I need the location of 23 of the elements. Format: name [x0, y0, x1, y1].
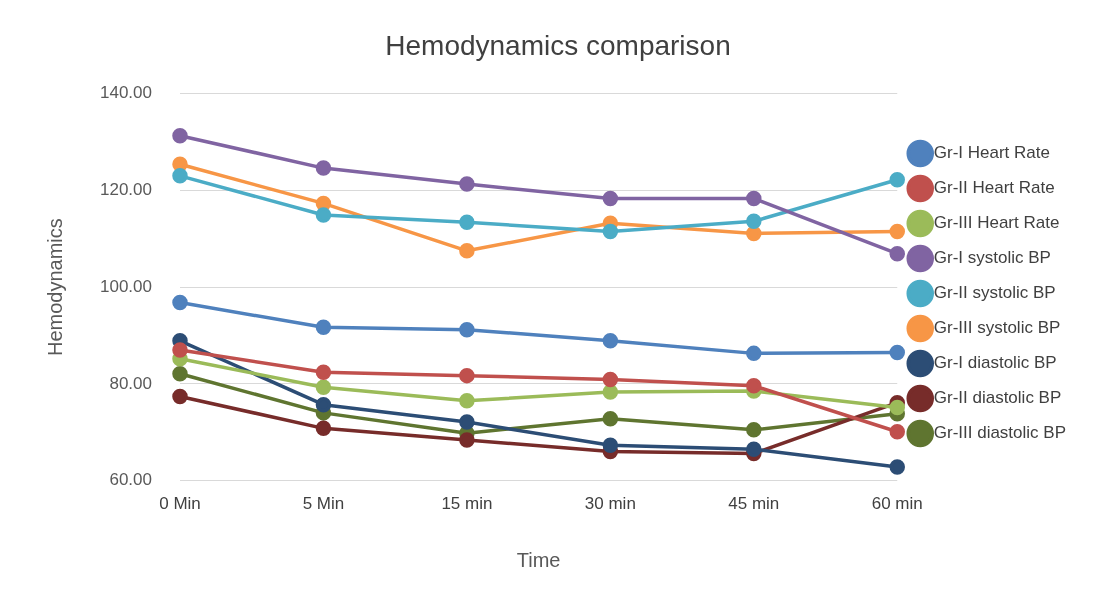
- legend-label: Gr-I Heart Rate: [933, 143, 1050, 163]
- y-tick-label: 80.00: [109, 373, 152, 393]
- y-tick-label: 120.00: [100, 180, 152, 200]
- legend-label: Gr-III systolic BP: [933, 318, 1061, 338]
- y-tick-label: 100.00: [100, 276, 152, 296]
- y-axis-title: Hemodynamics: [43, 218, 66, 357]
- x-axis-title: Time: [516, 548, 561, 571]
- legend-label: Gr-III Heart Rate: [933, 213, 1060, 233]
- x-tick-label: 45 min: [728, 494, 780, 514]
- legend-label: Gr-III diastolic BP: [933, 423, 1067, 443]
- x-tick-label: 0 Min: [159, 494, 201, 514]
- x-tick-label: 60 min: [871, 494, 923, 514]
- x-tick-label: 15 min: [441, 494, 493, 514]
- legend-label: Gr-I diastolic BP: [933, 353, 1057, 373]
- legend-label: Gr-II diastolic BP: [933, 388, 1062, 408]
- y-tick-label: 60.00: [109, 470, 152, 490]
- legend-label: Gr-I systolic BP: [933, 248, 1051, 268]
- x-tick-label: 30 min: [584, 494, 636, 514]
- y-tick-label: 140.00: [100, 83, 152, 103]
- legend-label: Gr-II Heart Rate: [933, 178, 1055, 198]
- legend-label: Gr-II systolic BP: [933, 283, 1056, 303]
- x-tick-label: 5 Min: [302, 494, 345, 514]
- chart-title: Hemodynamics comparison: [385, 29, 731, 61]
